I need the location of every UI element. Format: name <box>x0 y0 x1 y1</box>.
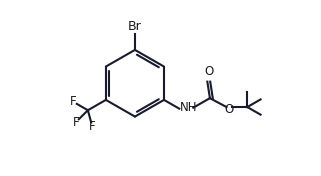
Text: O: O <box>204 65 213 78</box>
Text: F: F <box>70 95 76 108</box>
Text: NH: NH <box>180 101 197 114</box>
Text: F: F <box>89 120 96 133</box>
Text: F: F <box>73 116 79 129</box>
Text: O: O <box>224 103 233 116</box>
Text: Br: Br <box>128 20 142 33</box>
